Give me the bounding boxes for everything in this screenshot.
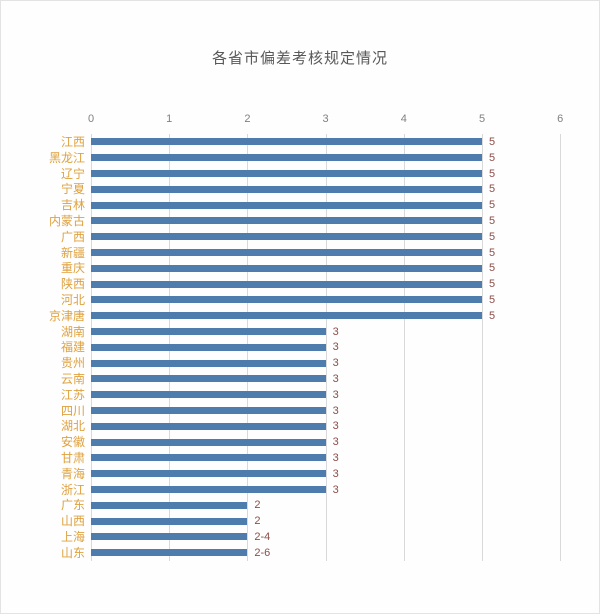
category-label: 浙江 [60,482,85,497]
category-label: 广西 [60,229,85,244]
value-label: 2 [254,515,261,528]
value-label: 5 [489,293,496,306]
bar [91,359,326,367]
value-label: 3 [332,436,339,449]
value-label: 2-6 [254,546,271,559]
x-tick-label: 0 [87,113,95,125]
category-label: 江苏 [60,387,85,402]
category-label: 黑龙江 [48,150,85,165]
category-label: 湖南 [60,324,85,339]
bar [91,454,326,462]
value-label: 3 [332,388,339,401]
category-label: 江西 [60,134,85,149]
gridline [325,134,327,561]
category-label: 陕西 [60,277,85,292]
x-tick-label: 6 [557,113,564,125]
bar [91,375,326,383]
value-label: 3 [332,372,339,385]
bar [91,533,248,541]
category-label: 河北 [60,292,85,307]
gridline [403,134,405,561]
bar [91,280,482,288]
category-label: 上海 [60,529,85,544]
category-label: 湖北 [60,419,85,434]
bar [91,470,326,478]
value-label: 3 [332,357,339,370]
bar [91,233,482,241]
bar [91,249,482,256]
value-label: 5 [489,278,496,291]
category-label: 甘肃 [60,450,85,465]
value-label: 5 [489,214,496,227]
category-label: 云南 [60,371,85,386]
value-label: 5 [489,262,496,275]
value-label: 3 [332,483,339,496]
bar [91,438,326,446]
x-tick-label: 4 [400,113,407,125]
value-label: 3 [332,325,339,338]
category-label: 广东 [60,498,85,513]
bar [91,201,482,209]
category-label: 四川 [60,403,85,418]
bar [91,170,482,177]
value-label: 3 [332,420,339,433]
value-label: 3 [332,341,339,354]
value-label: 5 [489,230,496,243]
x-tick-label: 5 [478,113,486,125]
category-label: 辽宁 [60,166,85,181]
category-label: 重庆 [60,261,85,276]
value-label: 2-4 [254,530,271,543]
gridline [560,134,562,561]
category-label: 京津唐 [48,308,85,323]
value-label: 3 [332,451,339,464]
gridline [482,134,483,561]
bar [91,422,326,430]
bar [91,217,482,225]
value-label: 5 [489,151,496,164]
bar [91,486,326,493]
category-label: 内蒙古 [48,213,85,228]
bar [91,501,248,509]
bar [91,312,482,320]
value-label: 5 [489,167,496,180]
bar [91,296,482,304]
bar [91,343,326,351]
x-tick-label: 1 [166,113,173,125]
category-label: 宁夏 [60,182,85,197]
category-label: 吉林 [60,198,85,213]
category-label: 贵州 [60,356,85,371]
x-tick-label: 2 [244,113,251,125]
x-tick-label: 3 [322,113,329,125]
bar [91,391,326,399]
category-label: 青海 [60,466,85,481]
bar [91,154,482,162]
value-label: 5 [489,135,496,148]
bar [91,185,482,193]
value-label: 3 [332,467,339,480]
value-label: 5 [489,199,496,212]
bar [91,407,326,414]
category-label: 山东 [60,545,85,560]
category-label: 安徽 [60,435,85,450]
bar [91,328,326,335]
bar [91,264,482,272]
value-label: 5 [489,183,496,196]
value-label: 5 [489,309,496,322]
category-label: 山西 [60,514,85,529]
value-label: 3 [332,404,339,417]
chart-title: 各省市偏差考核规定情况 [211,50,388,67]
value-label: 2 [254,499,261,512]
value-label: 5 [489,246,496,259]
bar [91,138,482,146]
bar [91,549,248,557]
category-label: 新疆 [60,245,85,260]
category-label: 福建 [60,340,85,355]
bar [91,517,248,525]
